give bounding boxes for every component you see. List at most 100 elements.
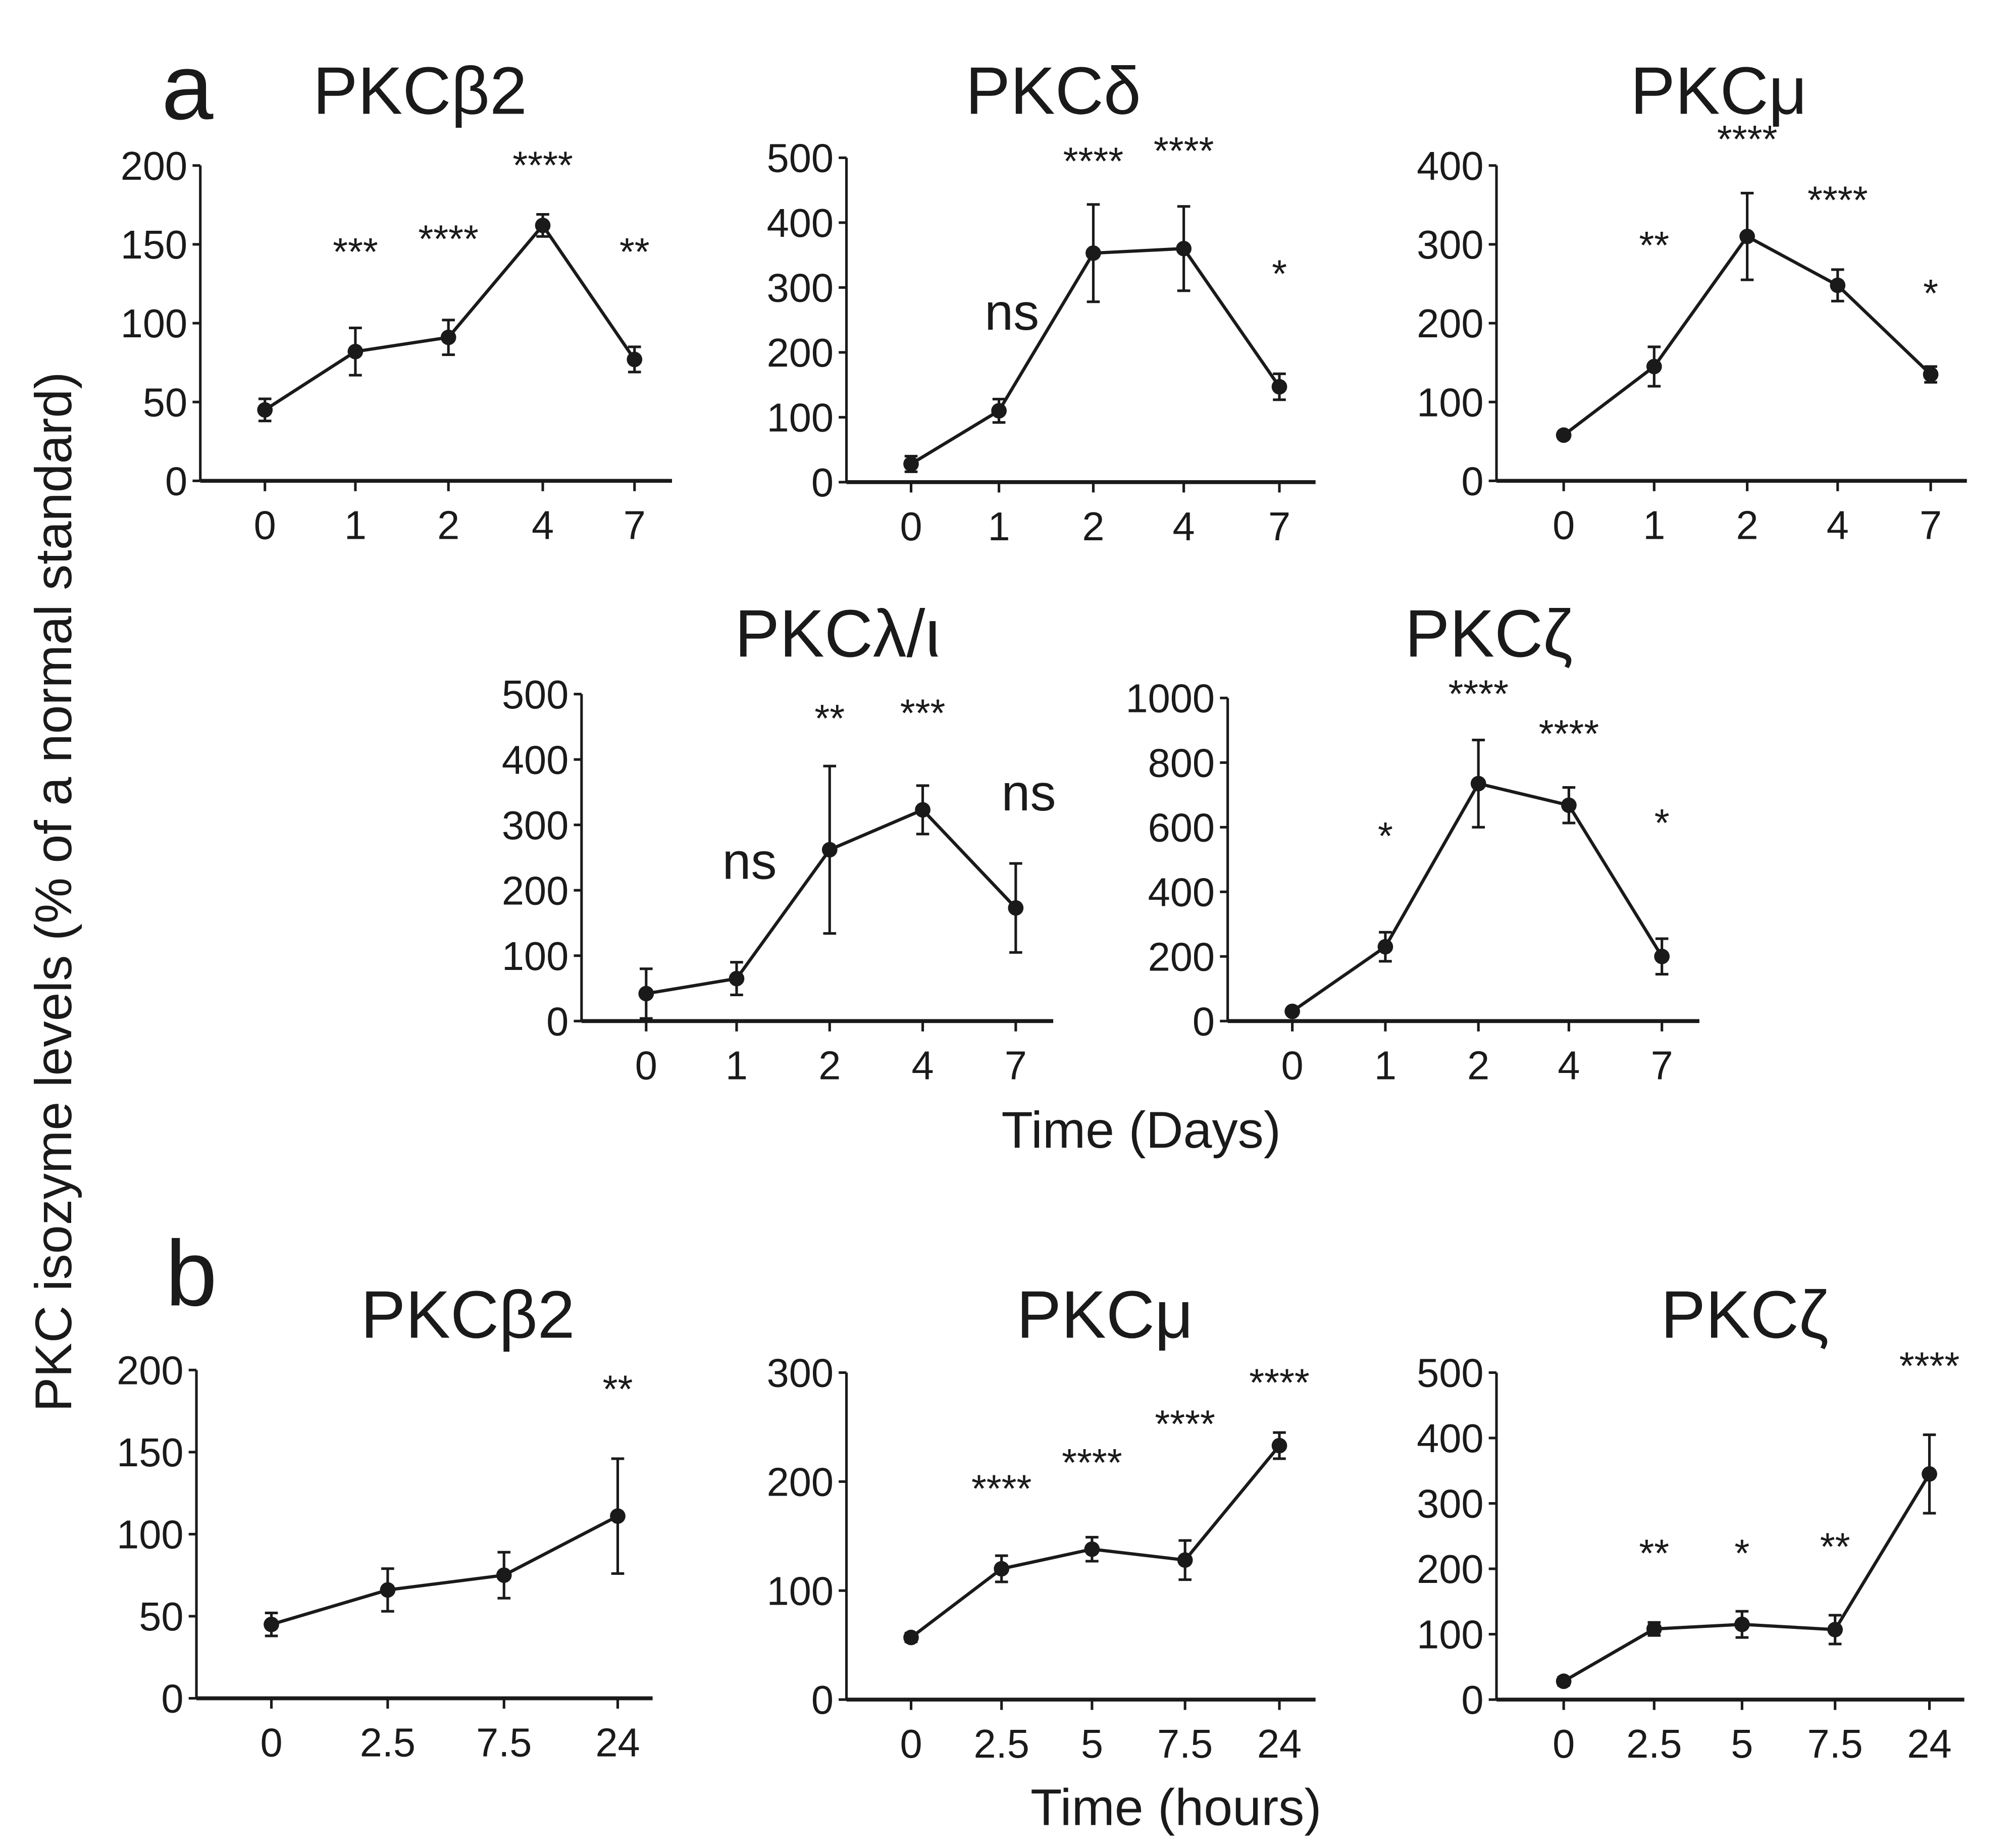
data-point	[1470, 776, 1486, 792]
y-tick-label: 50	[143, 380, 187, 425]
data-point	[1084, 1541, 1100, 1557]
series-line	[1563, 1473, 1931, 1683]
y-tick-label: 0	[546, 999, 568, 1044]
data-point	[257, 402, 273, 418]
significance-stars: **	[1639, 224, 1669, 267]
significance-stars: *	[1734, 1531, 1749, 1575]
x-tick-label: 7	[1920, 503, 1942, 548]
y-tick-label: 400	[1417, 1416, 1483, 1461]
x-tick-label: 0	[635, 1043, 657, 1088]
data-point	[991, 403, 1007, 419]
data-point	[821, 842, 838, 858]
y-tick-label: 100	[117, 1512, 183, 1557]
data-point	[994, 1561, 1010, 1577]
data-point	[1830, 277, 1846, 293]
data-point	[1284, 1003, 1300, 1019]
significance-stars: ****	[1807, 178, 1868, 222]
y-tick-label: 400	[1148, 869, 1215, 914]
x-tick-label: 1	[1374, 1043, 1397, 1088]
significance-stars: **	[1639, 1531, 1669, 1575]
data-point	[1827, 1622, 1843, 1637]
data-point	[1922, 1466, 1937, 1482]
x-tick-label: 0	[1553, 503, 1575, 548]
y-tick-label: 300	[502, 803, 568, 848]
x-tick-label: 0	[260, 1720, 282, 1765]
significance-stars: *	[1923, 272, 1938, 315]
data-point	[1556, 427, 1572, 443]
data-point	[915, 802, 931, 818]
y-tick-label: 200	[1148, 934, 1215, 979]
data-point	[1008, 900, 1024, 916]
x-tick-label: 4	[1558, 1043, 1580, 1088]
y-tick-label: 150	[117, 1430, 183, 1475]
x-tick-label: 7.5	[476, 1720, 532, 1765]
y-tick-label: 100	[767, 1568, 834, 1613]
chart-title: PKCβ2	[360, 1277, 575, 1352]
x-tick-label: 0	[900, 504, 922, 549]
data-point	[264, 1616, 279, 1632]
y-tick-label: 0	[161, 1676, 183, 1721]
data-point	[627, 351, 643, 368]
y-tick-label: 500	[502, 672, 568, 717]
x-tick-label: 2	[1467, 1043, 1489, 1088]
y-tick-label: 100	[502, 934, 568, 979]
series-line	[271, 1514, 618, 1626]
x-tick-label: 0	[900, 1721, 922, 1766]
significance-stars: ****	[1249, 1361, 1310, 1405]
significance-stars: ****	[512, 143, 573, 187]
significance-stars: *	[1272, 252, 1287, 295]
y-tick-label: 100	[1417, 380, 1483, 425]
series-line	[910, 247, 1281, 466]
ns-annotation: ns	[985, 283, 1039, 341]
y-tick-label: 200	[1417, 301, 1483, 346]
data-point	[1654, 948, 1670, 964]
data-point	[1177, 1552, 1193, 1568]
significance-stars: ****	[1539, 712, 1599, 756]
x-tick-label: 2	[1082, 504, 1104, 549]
y-tick-label: 1000	[1126, 676, 1215, 721]
chart-title: PKCμ	[1016, 1277, 1193, 1352]
x-tick-label: 7.5	[1157, 1721, 1213, 1766]
y-tick-label: 300	[767, 1351, 834, 1396]
chart-title: PKCζ	[1661, 1277, 1828, 1352]
significance-stars: ****	[1899, 1344, 1959, 1388]
data-point	[347, 343, 364, 360]
data-point	[903, 1629, 919, 1646]
y-tick-label: 200	[502, 868, 568, 913]
significance-stars: **	[1820, 1525, 1850, 1569]
data-point	[1739, 228, 1755, 244]
x-tick-label: 7	[1268, 504, 1290, 549]
panel-a-label: a	[162, 35, 214, 139]
significance-stars: ****	[1063, 140, 1124, 183]
data-point	[1556, 1673, 1572, 1689]
ns-annotation: ns	[722, 832, 777, 890]
y-tick-label: 600	[1148, 805, 1215, 850]
significance-stars: **	[619, 230, 650, 274]
y-tick-label: 50	[139, 1594, 183, 1639]
y-tick-label: 400	[1417, 143, 1483, 188]
y-tick-label: 300	[767, 266, 834, 311]
x-tick-label: 24	[1907, 1721, 1951, 1766]
data-point	[1561, 797, 1577, 813]
y-tick-label: 400	[502, 737, 568, 782]
x-tick-label: 24	[595, 1720, 640, 1765]
x-axis-label-hours: Time (hours)	[1030, 1778, 1321, 1836]
significance-stars: **	[814, 697, 845, 740]
x-tick-label: 4	[532, 503, 554, 548]
x-tick-label: 1	[1643, 503, 1665, 548]
x-tick-label: 2	[1736, 503, 1759, 548]
y-tick-label: 200	[767, 1459, 834, 1504]
data-point	[1271, 1438, 1287, 1454]
y-tick-label: 300	[1417, 222, 1483, 267]
significance-stars: ****	[1154, 129, 1214, 173]
x-tick-label: 2	[818, 1043, 841, 1088]
y-tick-label: 200	[117, 1348, 183, 1393]
x-tick-label: 1	[726, 1043, 748, 1088]
data-point	[903, 456, 919, 472]
data-point	[610, 1508, 626, 1524]
y-tick-label: 150	[121, 222, 187, 267]
